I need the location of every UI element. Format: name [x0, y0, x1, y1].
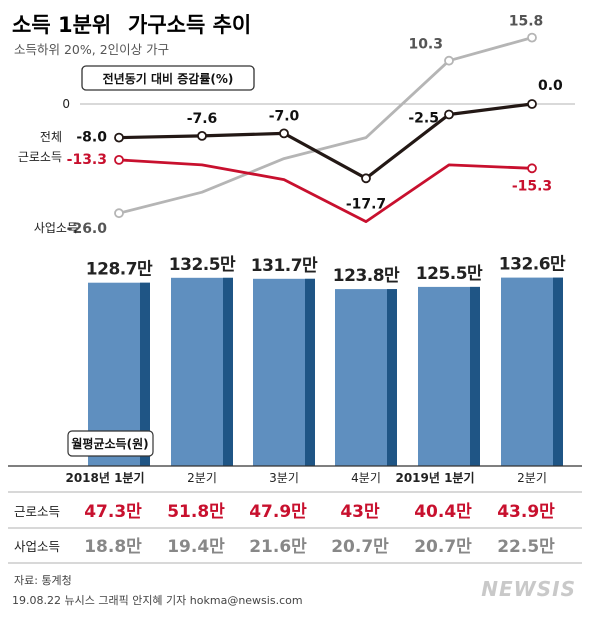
total-value-label-5: -2.5 — [408, 111, 439, 127]
table-cell-1-4: 43만 — [340, 502, 380, 522]
total-point-5 — [444, 109, 454, 120]
bar-value-label-1: 128.7만 — [86, 260, 153, 280]
total-point-2 — [197, 130, 207, 141]
total-value-label-2: -7.6 — [187, 111, 218, 127]
total-value-label-4: -17.7 — [346, 196, 386, 212]
bar-value-label-3: 131.7만 — [251, 256, 318, 276]
category-label-4: 4분기 — [351, 471, 381, 485]
bar-6 — [501, 277, 563, 466]
category-label-1: 2018년 1분기 — [65, 470, 144, 485]
title-part-2: 가구소득 추이 — [128, 13, 251, 37]
business-point-1 — [114, 208, 124, 219]
category-label-6: 2분기 — [517, 471, 547, 485]
category-label-3: 3분기 — [269, 471, 299, 485]
credit-line: 19.08.22 뉴시스 그래픽 안지혜 기자 hokma@newsis.com — [12, 594, 303, 607]
category-label-2: 2분기 — [187, 471, 217, 485]
table-cell-2-3: 21.6만 — [249, 537, 307, 557]
bar-6-side — [553, 277, 563, 466]
total-point-3 — [279, 128, 289, 139]
table-cell-1-6: 43.9만 — [497, 502, 555, 522]
bar-chart-title-box — [67, 430, 154, 457]
line-chart-title: 전년동기 대비 증감률(%) — [103, 71, 234, 86]
total-value-label-3: -7.0 — [269, 108, 300, 124]
earned-value-label-1: -13.3 — [67, 152, 107, 168]
table-row-label-2: 사업소득 — [14, 539, 60, 554]
table-cell-1-5: 40.4만 — [414, 502, 472, 522]
bar-4 — [335, 289, 397, 466]
table-cell-2-6: 22.5만 — [497, 537, 555, 557]
table-cell-2-4: 20.7만 — [331, 537, 389, 557]
category-labels: 2018년 1분기 2분기 3분기 4분기 2019년 1분기 2분기 — [65, 470, 546, 485]
subtitle: 소득하위 20%, 2인이상 가구 — [14, 42, 169, 57]
earned-series-name: 근로소득 — [18, 150, 62, 164]
bar-3 — [253, 278, 315, 466]
bar-value-label-4: 123.8만 — [333, 266, 400, 286]
bar-value-label-5: 125.5만 — [416, 264, 483, 284]
total-point-6 — [527, 99, 537, 109]
line-chart-title-box — [81, 65, 255, 91]
earned-point-1 — [114, 154, 124, 165]
table-cell-2-5: 20.7만 — [414, 537, 472, 557]
earned-point-6 — [527, 163, 537, 174]
table-cell-1-3: 47.9만 — [249, 502, 307, 522]
bar-5-side — [470, 286, 480, 466]
total-value-label-1: -8.0 — [76, 130, 107, 146]
business-series-name: 사업소득 — [34, 221, 78, 235]
zero-label: 0 — [62, 97, 70, 111]
table-cell-1-2: 51.8만 — [167, 502, 225, 522]
bar-2-side — [223, 277, 233, 467]
source-note: 자료: 통계청 — [14, 574, 72, 587]
table-cell-1-1: 47.3만 — [84, 502, 142, 522]
bar-1-side — [140, 282, 150, 466]
table-cell-2-1: 18.8만 — [84, 537, 142, 557]
earned-value-label-6: -15.3 — [512, 178, 552, 194]
total-series-line — [118, 102, 533, 180]
bar-5 — [418, 286, 480, 466]
line-series-layer — [114, 32, 537, 224]
bar-2 — [171, 277, 233, 467]
business-value-label-1: -26.0 — [67, 221, 108, 237]
bar-value-label-6: 132.6만 — [499, 255, 566, 275]
business-point-5 — [444, 55, 454, 66]
bar-chart-title: 월평균소득(원) — [71, 436, 148, 451]
bar-3-side — [305, 278, 315, 466]
business-series-line — [118, 36, 533, 215]
earned-series-line — [118, 158, 533, 224]
table-cell-2-2: 19.4만 — [167, 537, 225, 557]
business-point-6 — [527, 32, 537, 43]
total-series-name: 전체 — [40, 130, 62, 144]
total-point-4 — [361, 173, 371, 184]
title-part-1: 소득 1분위 — [12, 13, 111, 37]
category-label-5: 2019년 1분기 — [395, 470, 474, 485]
bar-4-side — [387, 289, 397, 466]
business-value-label-5: 10.3 — [408, 37, 443, 53]
total-value-label-6: 0.0 — [538, 78, 563, 94]
newsis-logo: NEWSIS — [481, 577, 576, 601]
business-value-label-6: 15.8 — [509, 14, 544, 30]
total-point-1 — [114, 132, 124, 143]
bar-value-label-2: 132.5만 — [169, 255, 236, 275]
table-row-label-1: 근로소득 — [14, 504, 60, 519]
line-labels-layer: -26.0 10.3 15.8 -13.3 -15.3 -8.0 -7.6 -7.0 -17.7… — [18, 14, 563, 238]
bar-layer: 128.7만 132.5만 131.7만 123.8만 125.5만 132.6만 — [86, 255, 567, 467]
